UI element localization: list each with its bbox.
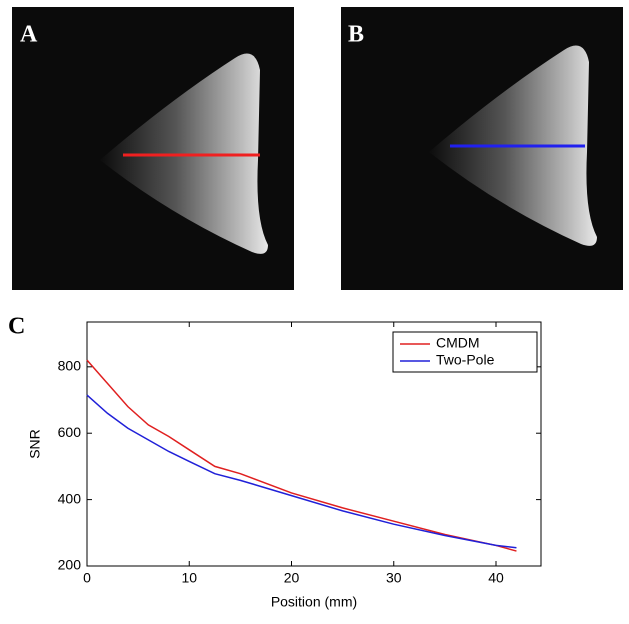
x-tick-label: 10 [181, 570, 197, 586]
line [86, 394, 517, 549]
y-tick-label: 400 [58, 490, 82, 506]
y-tick-label: 800 [58, 358, 82, 374]
image-b: B [341, 7, 623, 290]
legend [392, 331, 538, 373]
x-tick-label: 40 [488, 570, 504, 586]
line [86, 359, 517, 552]
image-a: A [12, 7, 294, 290]
y-tick-label: 200 [58, 557, 82, 573]
legend-label: CMDM [436, 335, 480, 351]
x-tick-label: 30 [386, 570, 402, 586]
panel-label: A [20, 22, 38, 48]
panel-label: C [8, 314, 25, 340]
y-tick-label: 600 [58, 424, 82, 440]
x-axis-label: Position (mm) [271, 594, 357, 610]
x-tick-label: 20 [284, 570, 300, 586]
panel-label: B [348, 22, 364, 48]
legend-label: Two-Pole [436, 352, 495, 368]
y-axis-label: SNR [27, 429, 43, 459]
x-tick-label: 0 [83, 570, 91, 586]
